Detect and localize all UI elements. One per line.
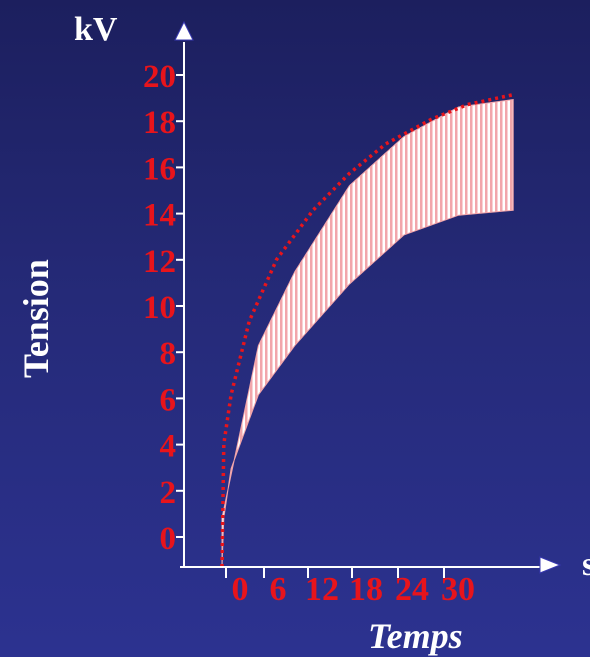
y-axis-title: Tension: [16, 259, 56, 378]
y-tick-label: 0: [160, 521, 177, 557]
y-tick-label: 12: [143, 244, 176, 280]
x-tick-label: 0: [232, 571, 249, 608]
y-tick-label: 18: [143, 105, 176, 141]
x-tick-label: 12: [305, 571, 339, 608]
x-ticks: 0 6 12 18 24 30: [225, 567, 475, 608]
y-tick-label: 4: [160, 429, 177, 465]
x-unit-label: s: [582, 546, 590, 583]
y-ticks: 0 2 4 6 8 10 12 14 16 18 20: [143, 59, 184, 557]
x-axis-arrow: [539, 556, 562, 574]
x-tick-label: 18: [349, 571, 383, 608]
x-axis-title: Temps: [368, 616, 463, 656]
x-tick-label: 24: [395, 571, 429, 608]
y-tick-label: 2: [160, 475, 177, 511]
band-fill: [221, 99, 514, 568]
y-tick-label: 14: [143, 198, 176, 234]
y-tick-label: 6: [160, 382, 177, 418]
x-tick-label: 6: [270, 571, 287, 608]
y-tick-label: 10: [143, 290, 176, 326]
x-tick-label: 30: [441, 571, 475, 608]
y-axis-arrow: [174, 20, 194, 41]
dotted-curve: [220, 92, 514, 568]
y-unit-label: kV: [74, 11, 118, 48]
y-tick-label: 16: [143, 151, 176, 187]
y-tick-label: 20: [143, 59, 176, 95]
y-tick-label: 8: [160, 336, 177, 372]
